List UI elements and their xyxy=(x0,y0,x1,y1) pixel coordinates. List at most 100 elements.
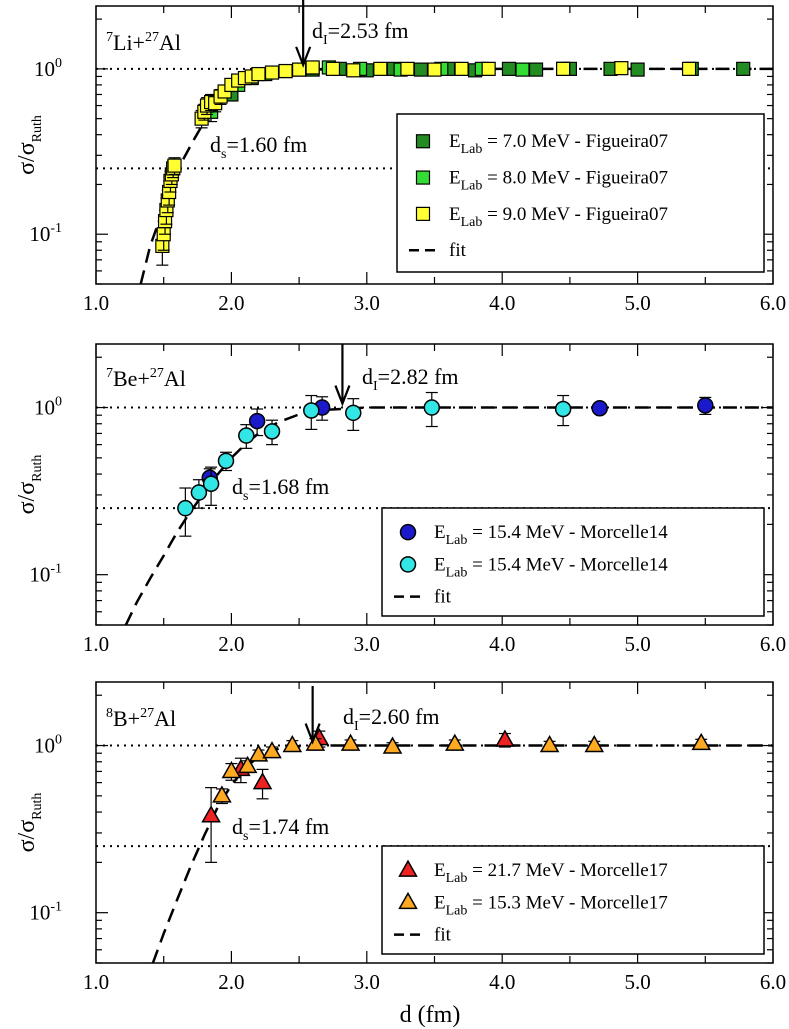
data-point xyxy=(346,63,361,78)
data-point xyxy=(305,733,326,751)
legend: ELab = 7.0 MeV - Figueira07 ELab = 8.0 Me… xyxy=(396,113,765,273)
legend-label: ELab = 21.7 MeV - Morcelle17 xyxy=(434,860,668,886)
reaction-title: 8B+27Al xyxy=(106,706,176,731)
legend-marker xyxy=(398,859,418,877)
data-point xyxy=(423,399,441,416)
legend-label: ELab = 15.3 MeV - Morcelle17 xyxy=(434,892,668,918)
y-axis-label: σ/σRuth xyxy=(14,793,45,853)
data-point xyxy=(217,452,235,470)
d-strong-label: ds=1.60 fm xyxy=(210,132,307,162)
legend-fit-label: fit xyxy=(449,240,467,261)
data-point xyxy=(282,735,303,753)
x-tick-label: 6.0 xyxy=(760,970,786,994)
d-interaction-label: dI=2.60 fm xyxy=(343,704,440,734)
x-tick-label: 6.0 xyxy=(760,291,786,315)
data-point xyxy=(167,158,182,173)
data-point xyxy=(691,732,712,751)
chart-panel-3: 1.0 2.0 3.0 4.0 5.0 6.0 100 10-1 σ/σRuth 8B+27Al d… xyxy=(14,681,786,994)
data-point xyxy=(262,741,282,759)
data-point xyxy=(630,62,645,77)
data-point xyxy=(252,772,273,790)
data-point xyxy=(340,733,361,751)
x-tick-label: 2.0 xyxy=(218,632,244,656)
interaction-arrow-head xyxy=(304,723,321,745)
x-tick-label: 4.0 xyxy=(489,632,515,656)
legend-marker xyxy=(398,891,418,910)
data-point xyxy=(681,61,697,76)
x-tick-label: 1.0 xyxy=(83,291,109,315)
data-point xyxy=(454,61,469,76)
legend-label: ELab = 15.4 MeV - Morcelle14 xyxy=(434,554,668,580)
data-point xyxy=(201,805,221,823)
legend-box xyxy=(396,113,765,273)
legend-box xyxy=(381,845,765,955)
data-point xyxy=(238,427,255,444)
x-tick-label: 5.0 xyxy=(624,291,650,315)
x-axis-label: d (fm) xyxy=(400,1002,461,1028)
data-point xyxy=(263,423,281,440)
data-point xyxy=(264,65,280,80)
d-interaction-label: dI=2.82 fm xyxy=(362,364,459,394)
x-tick-label: 4.0 xyxy=(489,970,515,994)
legend-box xyxy=(381,507,765,617)
data-point xyxy=(445,733,465,751)
series-1 xyxy=(201,728,515,863)
y-tick-label: 100 xyxy=(34,395,62,420)
data-point xyxy=(515,62,530,77)
chart-panel-1: 1.0 2.0 3.0 4.0 5.0 6.0 100 10-1 σ/σRuth 7Li+27Al… xyxy=(14,0,786,315)
legend-fit-label: fit xyxy=(434,925,452,946)
interaction-arrow-head xyxy=(295,46,312,68)
series-2 xyxy=(212,732,712,805)
data-point xyxy=(736,61,751,76)
legend-label: ELab = 15.4 MeV - Morcelle14 xyxy=(434,522,668,548)
data-point xyxy=(212,785,232,803)
data-point xyxy=(539,735,560,753)
data-point xyxy=(382,736,403,754)
legend-marker xyxy=(399,556,417,573)
data-point xyxy=(427,62,442,77)
data-point xyxy=(237,755,258,774)
data-point xyxy=(373,61,388,76)
data-point xyxy=(248,744,269,762)
fit-curve xyxy=(124,406,773,625)
x-tick-label: 2.0 xyxy=(218,291,244,315)
x-tick-label: 2.0 xyxy=(218,970,244,994)
legend-label: ELab = 8.0 MeV - Figueira07 xyxy=(449,168,668,194)
y-tick-label: 10-1 xyxy=(29,900,62,925)
x-tick-label: 5.0 xyxy=(624,970,650,994)
y-tick-label: 10-1 xyxy=(29,562,62,587)
x-tick-label: 5.0 xyxy=(624,632,650,656)
reaction-title: 7Be+27Al xyxy=(106,366,186,391)
series-3 xyxy=(155,60,697,266)
data-point xyxy=(251,66,266,82)
legend: ELab = 15.4 MeV - Morcelle14 ELab = 15.4 … xyxy=(381,507,765,617)
data-point xyxy=(495,729,515,747)
data-point xyxy=(591,400,608,417)
data-point xyxy=(413,62,429,77)
legend-marker xyxy=(415,170,431,185)
x-tick-label: 1.0 xyxy=(83,970,109,994)
data-point xyxy=(554,400,572,418)
x-tick-label: 3.0 xyxy=(354,632,380,656)
y-axis-label: σ/σRuth xyxy=(14,455,45,515)
data-point xyxy=(345,404,362,422)
legend-marker xyxy=(399,523,417,541)
d-interaction-label: dI=2.53 fm xyxy=(312,18,409,48)
data-point xyxy=(305,60,320,75)
legend: ELab = 21.7 MeV - Morcelle17 ELab = 15.3 … xyxy=(381,845,765,955)
y-tick-label: 10-1 xyxy=(29,221,62,246)
data-point xyxy=(202,475,220,493)
interaction-arrow-head xyxy=(334,385,351,407)
data-point xyxy=(614,61,629,76)
data-point xyxy=(177,499,194,517)
x-tick-label: 3.0 xyxy=(354,291,380,315)
fit-curve xyxy=(151,744,773,963)
d-strong-label: ds=1.68 fm xyxy=(232,474,329,504)
data-point xyxy=(528,62,544,77)
reaction-title: 7Li+27Al xyxy=(106,30,181,55)
series-2 xyxy=(177,391,572,537)
legend-label: ELab = 9.0 MeV - Figueira07 xyxy=(449,204,668,230)
data-point xyxy=(221,760,242,779)
data-point xyxy=(303,402,320,419)
